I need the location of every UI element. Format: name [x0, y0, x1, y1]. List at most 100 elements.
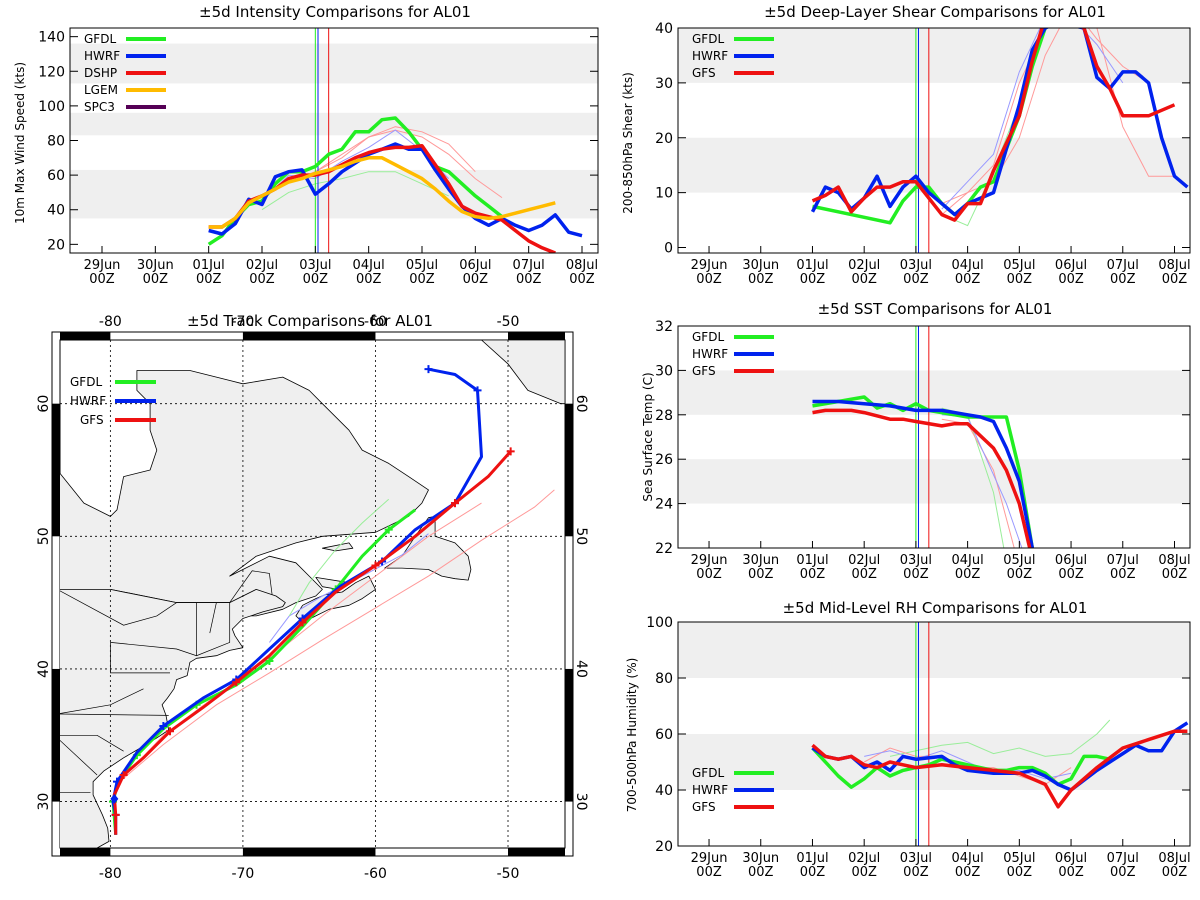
map-border-line-0 — [60, 590, 230, 626]
shear-chart: ±5d Deep-Layer Shear Comparisons for AL0… — [621, 3, 1191, 287]
rh-thin-line-2 — [864, 750, 1072, 780]
shear-series-hwrf — [810, 28, 1189, 217]
map-track-marker-gfs — [166, 727, 175, 736]
rh-xtick-sublabel: 00Z — [1058, 865, 1084, 880]
intensity-thin-line-3 — [261, 171, 449, 211]
sst-chart: ±5d SST Comparisons for AL01 Sea Surface… — [641, 300, 1191, 582]
sst-ytick-label: 26 — [655, 452, 673, 468]
intensity-chart-title: ±5d Intensity Comparisons for AL01 — [199, 3, 471, 21]
intensity-xtick-label: 04Jul — [353, 258, 385, 273]
sst-xtick-sublabel: 00Z — [1162, 567, 1188, 582]
map-track-marker-gfs — [450, 499, 459, 508]
intensity-xtick-sublabel: 00Z — [516, 272, 542, 287]
rh-xtick-label: 06Jul — [1055, 851, 1087, 866]
sst-xtick-label: 30Jun — [742, 553, 779, 568]
map-lon-label-top: -50 — [497, 314, 520, 330]
map-border-segment — [52, 403, 60, 537]
shear-legend-label-gfdl: GFDL — [692, 32, 724, 46]
intensity-legend-label-hwrf: HWRF — [84, 49, 120, 63]
map-lat-label-left: 50 — [36, 527, 52, 545]
rh-xtick-sublabel: 00Z — [1162, 865, 1188, 880]
map-border-segment — [565, 668, 573, 802]
shear-xtick-label: 08Jul — [1158, 258, 1190, 273]
sst-ytick-label: 32 — [655, 319, 673, 335]
intensity-xtick-label: 07Jul — [513, 258, 545, 273]
shear-xtick-sublabel: 00Z — [800, 272, 826, 287]
map-border-line-3 — [60, 688, 144, 714]
map-lat-label-right: 50 — [573, 527, 589, 545]
map-border-line-6 — [60, 739, 98, 776]
sst-xtick-label: 04Jul — [951, 553, 983, 568]
intensity-xtick-label: 03Jul — [299, 258, 331, 273]
map-lon-label-bottom: -60 — [364, 866, 387, 882]
intensity-xtick-sublabel: 00Z — [196, 272, 222, 287]
rh-legend-label-gfs: GFS — [692, 800, 716, 814]
rh-xtick-sublabel: 00Z — [748, 865, 774, 880]
map-border-segment — [508, 848, 565, 856]
rh-legend-label-gfdl: GFDL — [692, 766, 724, 780]
map-lat-label-right: 30 — [573, 793, 589, 811]
intensity-legend-label-dshp: DSHP — [84, 66, 117, 80]
map-lat-label-left: 60 — [36, 395, 52, 413]
sst-xtick-label: 07Jul — [1107, 553, 1139, 568]
shear-ytick-label: 0 — [664, 241, 673, 257]
intensity-legend-label-gfdl: GFDL — [84, 32, 116, 46]
intensity-ytick-label: 80 — [47, 134, 65, 150]
sst-xtick-sublabel: 00Z — [748, 567, 774, 582]
rh-legend-label-hwrf: HWRF — [692, 783, 728, 797]
shear-xtick-sublabel: 00Z — [1058, 272, 1084, 287]
intensity-xtick-label: 29Jun — [84, 258, 121, 273]
shear-thin-line-1 — [941, 28, 1149, 205]
shear-legend-label-hwrf: HWRF — [692, 49, 728, 63]
map-land-3 — [384, 516, 472, 581]
shear-xtick-sublabel: 00Z — [903, 272, 929, 287]
shear-xtick-label: 02Jul — [848, 258, 880, 273]
intensity-ytick-label: 120 — [38, 64, 65, 80]
shear-thin-line-2 — [941, 28, 1124, 210]
map-track-marker-hwrf — [424, 365, 433, 374]
intensity-xtick-sublabel: 00Z — [303, 272, 329, 287]
map-border-line-4 — [60, 713, 169, 716]
rh-xtick-label: 04Jul — [951, 851, 983, 866]
map-lon-label-top: -70 — [231, 314, 254, 330]
map-land-6 — [414, 340, 565, 405]
sst-band-0 — [678, 459, 1190, 504]
map-border-segment — [508, 332, 565, 340]
sst-ytick-label: 22 — [655, 541, 673, 557]
map-thin-track-0 — [119, 489, 555, 783]
map-thin-track-3 — [288, 498, 390, 617]
sst-xtick-label: 03Jul — [900, 553, 932, 568]
rh-xtick-sublabel: 00Z — [955, 865, 981, 880]
map-legend-label-gfdl: GFDL — [70, 375, 102, 389]
shear-xtick-label: 01Jul — [796, 258, 828, 273]
intensity-ytick-label: 60 — [47, 168, 65, 184]
shear-ytick-label: 20 — [655, 131, 673, 147]
track-map: ±5d Track Comparisons for AL01 -80 -80 -70… — [36, 312, 589, 882]
map-border-line-2 — [110, 642, 170, 674]
intensity-series-lgem — [208, 156, 556, 229]
map-lon-label-top: -80 — [99, 314, 122, 330]
rh-ytick-label: 60 — [655, 727, 673, 743]
shear-xtick-sublabel: 00Z — [1162, 272, 1188, 287]
sst-xtick-sublabel: 00Z — [851, 567, 877, 582]
intensity-xtick-label: 01Jul — [193, 258, 225, 273]
shear-xtick-sublabel: 00Z — [748, 272, 774, 287]
map-lat-label-left: 30 — [36, 793, 52, 811]
intensity-series-hwrf — [208, 142, 583, 238]
sst-chart-title: ±5d SST Comparisons for AL01 — [818, 300, 1053, 318]
map-lat-label-left: 40 — [36, 660, 52, 678]
shear-xtick-label: 07Jul — [1107, 258, 1139, 273]
map-lat-label-right: 40 — [573, 660, 589, 678]
shear-xtick-label: 04Jul — [951, 258, 983, 273]
shear-xtick-sublabel: 00Z — [1007, 272, 1033, 287]
map-lon-label-bottom: -50 — [497, 866, 520, 882]
sst-xtick-label: 05Jul — [1003, 553, 1035, 568]
shear-chart-title: ±5d Deep-Layer Shear Comparisons for AL0… — [764, 3, 1106, 21]
sst-xtick-sublabel: 00Z — [800, 567, 826, 582]
map-border-segment — [242, 332, 376, 340]
rh-xtick-label: 08Jul — [1158, 851, 1190, 866]
map-track-marker-gfdl — [265, 656, 274, 665]
intensity-xtick-sublabel: 00Z — [409, 272, 435, 287]
rh-xtick-sublabel: 00Z — [903, 865, 929, 880]
rh-ytick-label: 40 — [655, 783, 673, 799]
